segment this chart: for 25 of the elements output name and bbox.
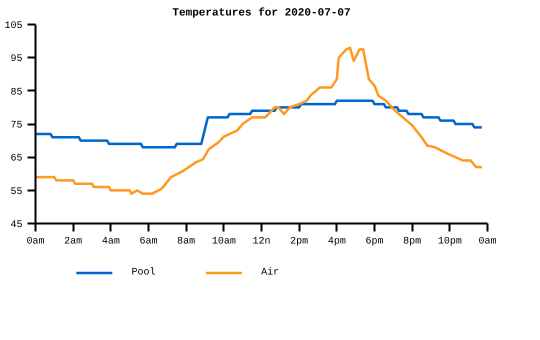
chart-title: Temperatures for 2020-07-07 — [172, 6, 351, 20]
x-tick-label: 2pm — [290, 236, 308, 248]
x-tick-label: 8pm — [403, 236, 422, 248]
y-tick-label: 65 — [10, 154, 23, 165]
line-series — [36, 46, 484, 195]
x-tick-label: 10am — [212, 236, 236, 248]
y-tick-label: 85 — [10, 87, 23, 98]
x-tick-label: 6pm — [366, 236, 384, 248]
legend-label: Pool — [132, 266, 156, 278]
x-tick-label: 4pm — [328, 236, 346, 248]
y-tick-label: 45 — [10, 220, 23, 231]
legend-label: Air — [261, 266, 280, 278]
x-tick-label: 10pm — [438, 236, 462, 248]
x-tick-label: 4am — [102, 236, 120, 248]
y-tick-label: 95 — [10, 54, 23, 66]
x-tick-label: 0am — [478, 236, 497, 248]
x-tick-label: 6am — [140, 236, 158, 248]
y-tick-label: 105 — [4, 21, 23, 32]
x-tick-label: 0am — [26, 236, 45, 248]
x-tick-label: 2am — [64, 236, 82, 248]
y-tick-label: 75 — [10, 120, 23, 132]
x-tick-label: 8am — [177, 236, 196, 248]
x-tick-label: 12n — [252, 236, 271, 248]
y-tick-label: 55 — [10, 186, 23, 198]
line-series — [36, 100, 484, 148]
